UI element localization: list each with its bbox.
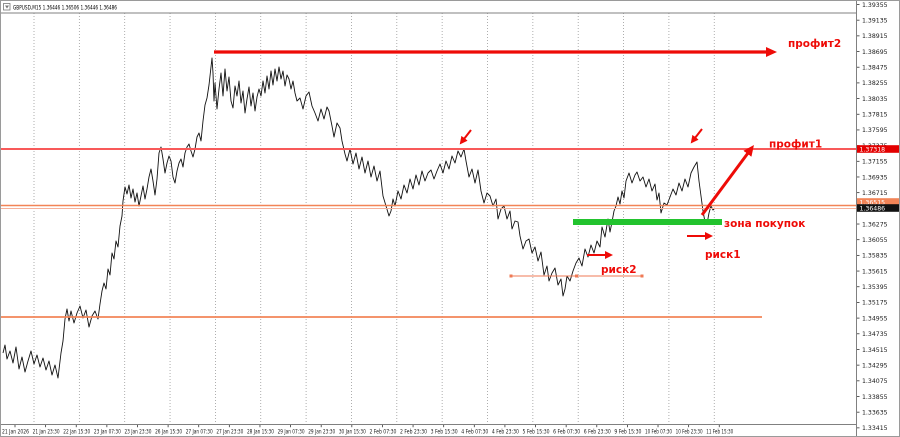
time-axis-label: 26 Jan 15:30	[155, 430, 182, 436]
time-axis-label: 6 Feb 23:30	[584, 430, 611, 436]
price-axis-label: 1.36275	[862, 221, 888, 228]
price-axis-label: 1.34295	[862, 362, 888, 369]
trendline-handle-left[interactable]	[509, 274, 513, 278]
trendline-handle-mid[interactable]	[575, 274, 578, 278]
price-axis-label: 1.34735	[862, 331, 888, 338]
price-axis-label: 1.39355	[862, 2, 888, 9]
price-axis-label: 1.38915	[862, 33, 888, 40]
time-axis-label: 22 Jan 15:30	[63, 430, 90, 436]
price-path	[2, 57, 716, 379]
price-marker-box	[857, 198, 899, 206]
time-axis-label: 4 Feb 23:30	[492, 430, 519, 436]
time-axis-label: 23 Jan 23:30	[124, 430, 151, 436]
buy-zone-bar[interactable]	[573, 219, 722, 225]
price-axis-label: 1.35175	[862, 300, 888, 307]
time-axis-label: 21 Jan 2026	[2, 430, 29, 436]
price-axis-label: 1.38475	[862, 65, 888, 72]
price-axis-label: 1.38695	[862, 49, 888, 56]
price-axis-label: 1.33855	[862, 394, 888, 401]
time-axis-label: 27 Jan 07:30	[186, 430, 213, 436]
price-axis-label: 1.36055	[862, 237, 888, 244]
time-axis-label: 29 Jan 23:30	[308, 430, 335, 436]
price-axis-label: 1.35615	[862, 268, 888, 275]
risk2-label[interactable]: риск2	[601, 264, 637, 276]
time-axis-label: 5 Feb 15:30	[523, 430, 550, 436]
price-axis-label: 1.33635	[862, 409, 888, 416]
price-marker-box	[857, 145, 899, 153]
price-axis-label: 1.37155	[862, 159, 888, 166]
price-axis-label: 1.36935	[862, 174, 888, 181]
price-axis-label: 1.39135	[862, 17, 888, 24]
time-axis-label: 23 Jan 07:30	[94, 430, 121, 436]
trendline-handle-right[interactable]	[640, 274, 644, 278]
projection-arrow[interactable]	[700, 144, 754, 216]
time-axis-label: 27 Jan 23:30	[216, 430, 243, 436]
time-axis-label: 10 Feb 23:30	[676, 430, 703, 436]
window-menu-caret-icon	[5, 5, 9, 9]
price-axis-label: 1.34515	[862, 347, 888, 354]
risk1-label[interactable]: риск1	[705, 249, 741, 261]
time-axis-label: 4 Feb 07:30	[461, 430, 488, 436]
price-axis-label: 1.36715	[862, 190, 888, 197]
time-axis-label: 2 Feb 07:30	[369, 430, 396, 436]
price-axis-label: 1.38255	[862, 80, 888, 87]
time-axis-label: 6 Feb 07:30	[553, 430, 580, 436]
price-axis-label: 1.35395	[862, 284, 888, 291]
price-marker-value: 1.36515	[860, 199, 886, 206]
price-marker-value: 1.36486	[860, 205, 886, 212]
profit2-label[interactable]: профит2	[788, 38, 841, 50]
time-axis-label: 21 Jan 23:30	[33, 430, 60, 436]
time-axis-label: 30 Jan 15:30	[339, 430, 366, 436]
price-axis-label: 1.33415	[862, 425, 888, 432]
time-axis-label: 11 Feb 15:30	[706, 430, 733, 436]
chart-titlebar	[1, 1, 856, 13]
peak-marker-arrow-2[interactable]	[690, 128, 703, 144]
profit1-label[interactable]: профит1	[769, 139, 822, 151]
price-marker-box	[857, 204, 899, 212]
price-marker-value: 1.37318	[860, 146, 886, 153]
price-axis-label: 1.38035	[862, 96, 888, 103]
time-axis-label: 9 Feb 15:30	[614, 430, 641, 436]
price-axis-label: 1.37815	[862, 112, 888, 119]
price-axis-label: 1.34075	[862, 378, 888, 385]
chart-title: GBPUSD,M15 1.36446 1.36506 1.36446 1.364…	[13, 4, 117, 12]
price-axis-label: 1.37595	[862, 127, 888, 134]
time-axis-label: 3 Feb 15:30	[431, 430, 458, 436]
peak-marker-arrow-1[interactable]	[459, 129, 472, 145]
time-axis-label: 10 Feb 07:30	[645, 430, 672, 436]
buy-zone-label[interactable]: зона покупок	[724, 218, 805, 230]
time-axis-label: 28 Jan 15:30	[247, 430, 274, 436]
price-axis-label: 1.34955	[862, 315, 888, 322]
time-axis-label: 29 Jan 07:30	[278, 430, 305, 436]
price-axis-label: 1.35835	[862, 253, 888, 260]
time-axis-label: 2 Feb 23:30	[400, 430, 427, 436]
